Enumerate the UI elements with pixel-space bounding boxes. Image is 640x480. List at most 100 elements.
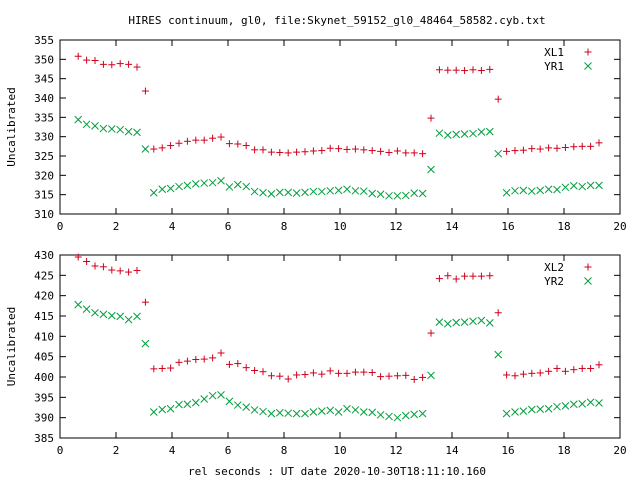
cross-point — [317, 407, 326, 416]
plus-point — [343, 369, 351, 377]
plus-point — [301, 148, 309, 156]
plus-point — [301, 371, 309, 379]
legend-marker — [584, 263, 592, 271]
cross-point — [351, 406, 360, 414]
cross-point — [124, 127, 133, 136]
cross-point — [435, 129, 444, 138]
cross-point — [485, 319, 494, 327]
cross-point — [544, 404, 553, 413]
y-tick-label: 350 — [34, 53, 54, 66]
bottom-panel: 385 390 395 400 405 410 415 420 425 430 0 2 4 6 8 10 12 1… — [5, 249, 627, 457]
cross-point — [334, 408, 343, 416]
cross-point — [116, 125, 125, 134]
cross-point — [141, 339, 150, 348]
plus-point — [452, 275, 460, 283]
plus-point — [528, 145, 536, 153]
plus-point — [175, 358, 183, 366]
plus-point — [393, 147, 401, 155]
plus-point — [343, 145, 351, 153]
cross-point — [351, 186, 360, 195]
cross-point — [410, 410, 419, 419]
plus-point — [150, 145, 158, 153]
plus-point — [125, 60, 133, 68]
plus-point — [217, 349, 225, 357]
plus-point — [318, 370, 326, 378]
y-tick-label: 320 — [34, 169, 54, 182]
y-tick-label: 335 — [34, 111, 54, 124]
cross-point — [292, 409, 301, 418]
cross-point — [326, 186, 335, 195]
plus-point — [251, 366, 259, 374]
cross-point — [586, 398, 595, 407]
cross-point — [133, 312, 141, 321]
plus-point — [595, 361, 603, 369]
cross-point — [301, 188, 309, 197]
cross-point — [74, 115, 83, 124]
top-panel: 310 315 320 325 330 335 340 345 350 355 0 2 4 6 8 10 12 1… — [5, 34, 627, 233]
plus-point — [385, 149, 393, 157]
plus-point — [477, 272, 485, 280]
plus-point — [368, 369, 376, 377]
plus-point — [368, 147, 376, 155]
cross-point — [519, 186, 528, 195]
plus-point — [284, 375, 292, 383]
plus-point — [267, 148, 275, 156]
cross-point — [343, 404, 351, 413]
cross-point — [326, 406, 335, 415]
cross-point — [242, 182, 251, 191]
cross-point — [217, 391, 225, 399]
cross-point — [250, 406, 259, 414]
cross-point — [502, 409, 511, 418]
cross-point — [452, 130, 461, 139]
cross-point — [469, 129, 477, 138]
plus-point — [318, 147, 326, 155]
cross-point — [410, 189, 419, 197]
plus-point — [385, 372, 393, 380]
plus-point — [259, 368, 267, 376]
cross-point — [401, 411, 410, 420]
cross-point — [191, 179, 200, 188]
cross-point — [284, 409, 293, 418]
plus-point — [225, 140, 233, 148]
plus-point — [561, 367, 569, 375]
cross-point — [376, 410, 385, 419]
plus-point — [570, 366, 578, 374]
cross-point — [460, 318, 469, 326]
x-tick-label: 2 — [113, 220, 120, 233]
cross-point — [494, 149, 503, 158]
plus-point — [461, 272, 469, 280]
x-axis-label: rel seconds : UT date 2020-10-30T18:11:1… — [188, 465, 486, 478]
plus-point — [209, 354, 217, 362]
cross-point — [443, 319, 452, 328]
cross-point — [418, 409, 427, 418]
plus-point — [444, 272, 452, 280]
x-tick-label: 12 — [389, 220, 402, 233]
plus-point — [511, 372, 519, 380]
cross-point — [208, 178, 217, 187]
cross-point — [175, 182, 183, 191]
plus-point — [326, 367, 334, 375]
plus-point — [150, 365, 158, 373]
cross-point — [158, 405, 167, 414]
cross-point — [393, 191, 402, 200]
y-tick-label: 400 — [34, 371, 54, 384]
plus-point — [74, 253, 82, 261]
plus-point — [276, 372, 284, 380]
y-tick-label: 355 — [34, 34, 54, 47]
cross-point — [82, 120, 91, 129]
plus-point — [192, 356, 200, 364]
legend-marker — [584, 62, 592, 70]
plus-point — [587, 142, 595, 150]
plus-point — [116, 60, 124, 68]
cross-point — [368, 189, 377, 198]
plus-point — [427, 329, 435, 337]
cross-point — [99, 124, 108, 133]
cross-point — [477, 316, 486, 325]
plus-point — [461, 67, 469, 75]
cross-point — [527, 187, 536, 196]
cross-point — [578, 182, 587, 191]
plus-point — [469, 272, 477, 280]
cross-point — [292, 189, 301, 197]
plus-point — [242, 142, 250, 150]
y-tick-label: 340 — [34, 92, 54, 105]
